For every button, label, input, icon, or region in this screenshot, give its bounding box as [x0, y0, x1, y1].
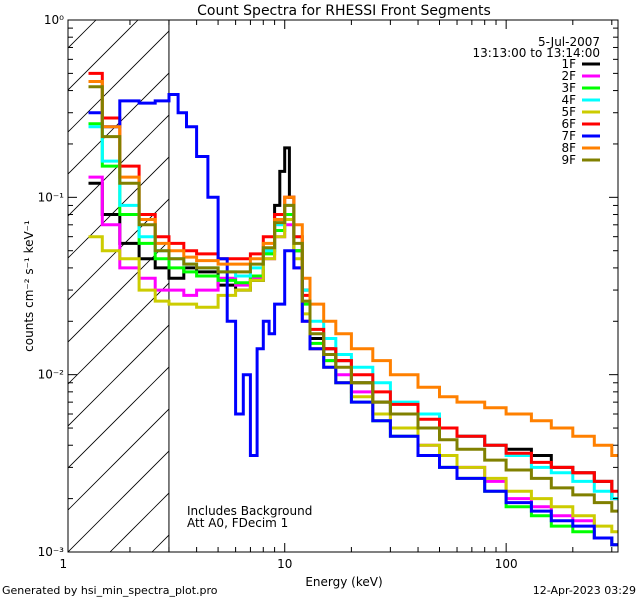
chart-title: Count Spectra for RHESSI Front Segments: [197, 3, 491, 19]
hatch-line: [68, 198, 169, 301]
series-2F-line: [88, 175, 618, 547]
hatch-line: [68, 282, 169, 385]
axis-ticks: [68, 20, 618, 553]
y-tick-label: 10⁰: [44, 13, 64, 27]
hatch-line: [68, 30, 169, 133]
x-tick-label: 1: [59, 557, 67, 571]
y-tick-label: 10⁻¹: [38, 190, 65, 204]
hatch-line: [68, 450, 169, 552]
series-layer: [88, 71, 618, 547]
y-tick-label: 10⁻²: [38, 368, 65, 382]
hatch-line: [68, 408, 169, 511]
footer-timestamp: 12-Apr-2023 03:29: [533, 584, 636, 597]
legend-label-2F: 2F: [561, 69, 576, 83]
x-tick-labels: 1 10 100: [59, 557, 517, 571]
legend-label-5F: 5F: [561, 105, 576, 119]
annotation-attenuator: Att A0, FDecim 1: [187, 516, 288, 530]
legend-date: 5-Jul-2007: [538, 35, 600, 49]
annotation-background: Includes Background: [187, 504, 312, 518]
hatch-line: [68, 366, 169, 469]
y-tick-label: 10⁻³: [38, 545, 65, 559]
series-4F-line: [88, 125, 618, 501]
legend-label-6F: 6F: [561, 117, 576, 131]
series-9F-line: [88, 85, 618, 513]
x-tick-label: 100: [495, 557, 518, 571]
y-tick-labels: 10⁰ 10⁻¹ 10⁻² 10⁻³: [38, 13, 65, 559]
x-tick-label: 10: [277, 557, 292, 571]
hatch-lines: [68, 20, 640, 552]
hatch-line: [68, 20, 139, 91]
legend-label-3F: 3F: [561, 81, 576, 95]
series-3F-line: [88, 122, 618, 547]
hatch-line: [446, 20, 640, 552]
series-6F-line: [88, 71, 618, 493]
plot-frame: [67, 19, 619, 553]
hatch-line: [68, 72, 169, 175]
footer-generator: Generated by hsi_min_spectra_plot.pro: [2, 584, 218, 597]
legend-label-4F: 4F: [561, 93, 576, 107]
legend-time-range: 13:13:00 to 13:14:00: [473, 46, 600, 60]
legend: 5-Jul-2007 13:13:00 to 13:14:00 1F2F3F4F…: [473, 35, 600, 167]
legend-label-8F: 8F: [561, 141, 576, 155]
series-7F-line: [88, 93, 618, 547]
hatch-line: [68, 240, 169, 343]
legend-label-1F: 1F: [561, 57, 576, 71]
hatch-line: [404, 20, 640, 552]
legend-label-9F: 9F: [561, 153, 576, 167]
hatch-line: [68, 156, 169, 259]
x-axis-label: Energy (keV): [305, 575, 382, 589]
hatched-region: [68, 20, 640, 552]
legend-label-7F: 7F: [561, 129, 576, 143]
y-axis-label: counts cm⁻² s⁻¹ keV⁻¹: [22, 220, 36, 352]
